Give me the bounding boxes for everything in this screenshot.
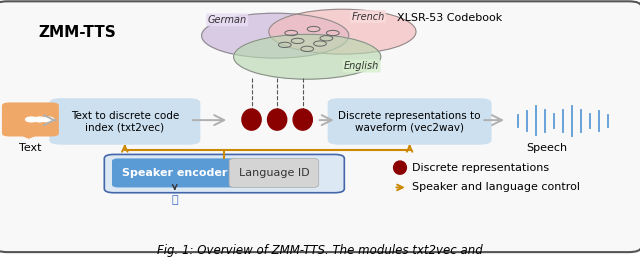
FancyBboxPatch shape: [104, 154, 344, 193]
Ellipse shape: [268, 109, 287, 130]
Ellipse shape: [269, 9, 416, 54]
Text: Language ID: Language ID: [239, 168, 309, 178]
Text: Text: Text: [19, 143, 42, 153]
Ellipse shape: [242, 109, 261, 130]
FancyBboxPatch shape: [328, 98, 492, 145]
Ellipse shape: [234, 34, 381, 79]
Polygon shape: [17, 133, 40, 138]
Text: Discrete representations: Discrete representations: [412, 163, 548, 173]
Text: German: German: [207, 15, 247, 25]
Ellipse shape: [202, 13, 349, 58]
Ellipse shape: [293, 109, 312, 130]
Circle shape: [42, 117, 54, 122]
Text: 🎤: 🎤: [172, 195, 178, 205]
Text: Speaker encoder: Speaker encoder: [122, 168, 227, 178]
Circle shape: [26, 117, 37, 122]
Text: XLSR-53 Codebook: XLSR-53 Codebook: [397, 13, 502, 23]
Text: English: English: [344, 61, 380, 71]
Text: French: French: [351, 12, 385, 22]
FancyBboxPatch shape: [0, 1, 640, 252]
Text: Fig. 1: Overview of ZMM-TTS. The modules txt2vec and: Fig. 1: Overview of ZMM-TTS. The modules…: [157, 244, 483, 257]
FancyBboxPatch shape: [2, 102, 59, 136]
FancyBboxPatch shape: [49, 98, 200, 145]
Text: Speaker and language control: Speaker and language control: [412, 182, 580, 192]
Text: Speech: Speech: [527, 143, 568, 153]
Circle shape: [34, 117, 45, 122]
Text: Text to discrete code
index (txt2vec): Text to discrete code index (txt2vec): [70, 111, 179, 132]
Text: Discrete representations to
waveform (vec2wav): Discrete representations to waveform (ve…: [339, 111, 481, 132]
FancyBboxPatch shape: [112, 158, 237, 187]
Ellipse shape: [394, 161, 406, 174]
Text: ZMM-TTS: ZMM-TTS: [38, 25, 116, 40]
FancyBboxPatch shape: [229, 158, 319, 187]
